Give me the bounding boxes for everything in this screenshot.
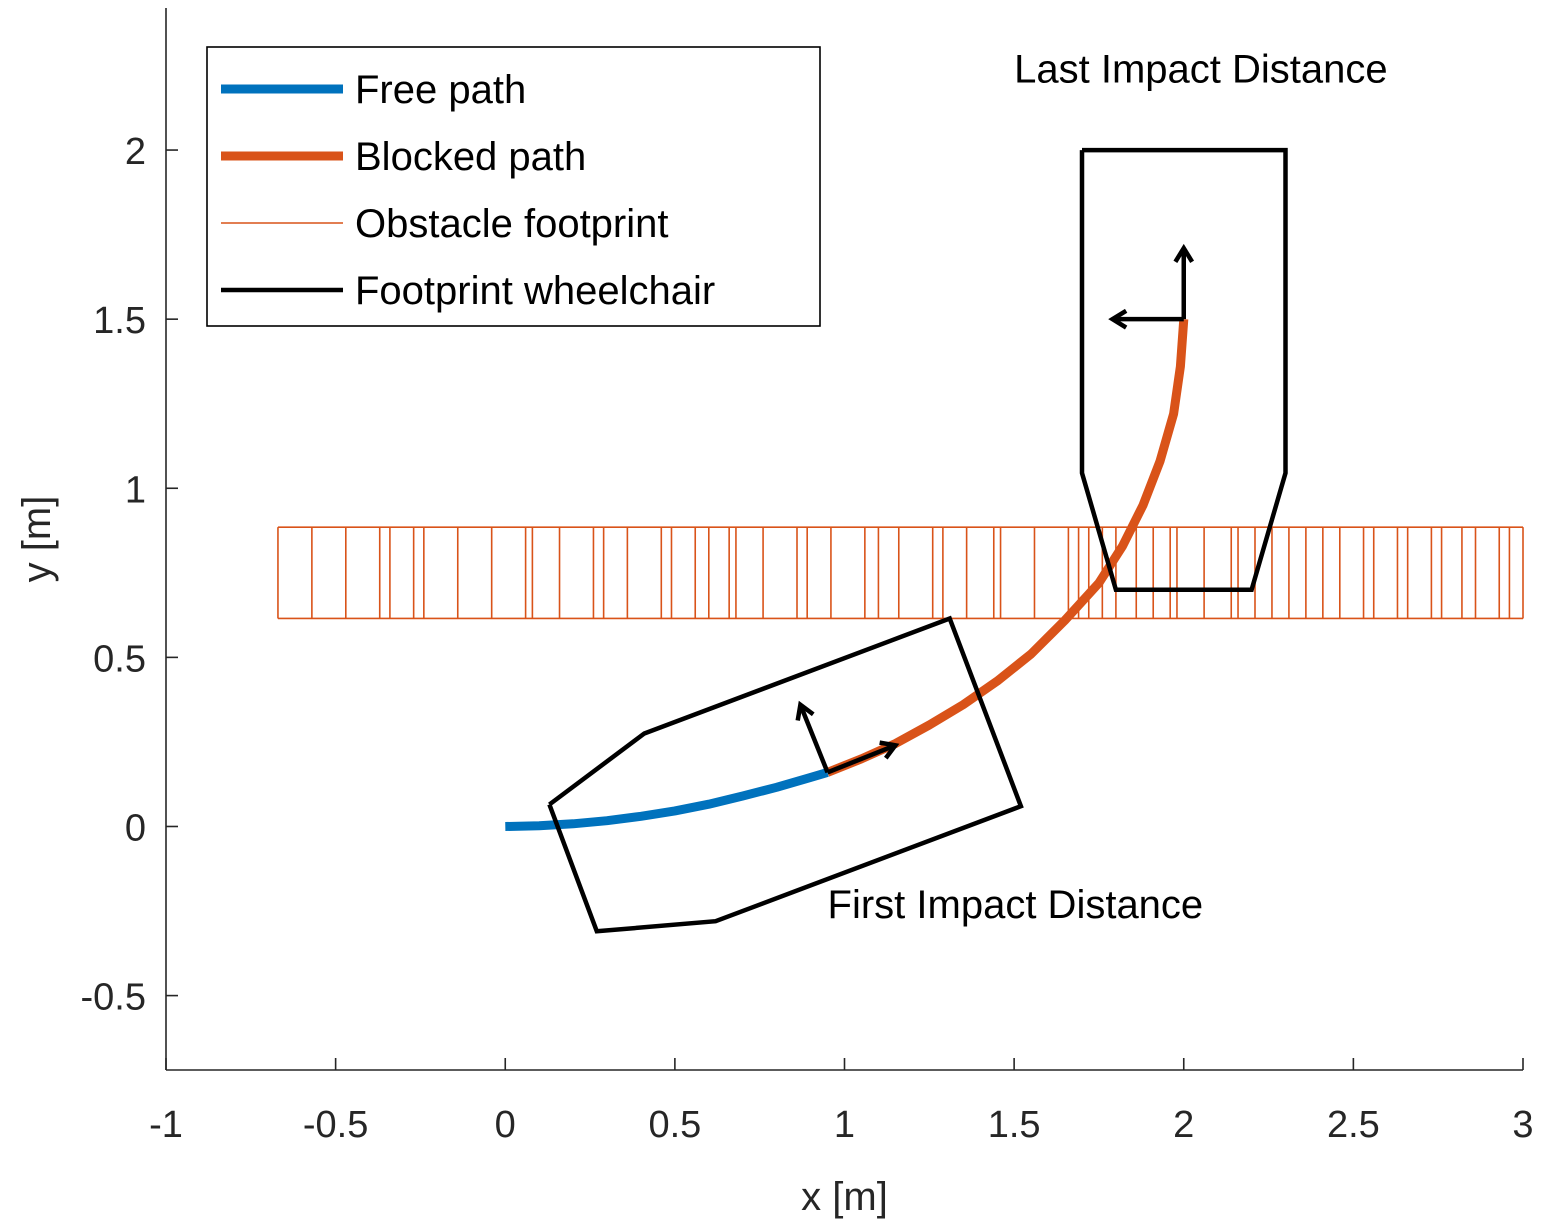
y-axis-label: y [m]: [15, 496, 59, 583]
wheelchair-footprint-1: [547, 615, 1024, 934]
x-tick-label: 2: [1173, 1104, 1194, 1146]
pose-arrow-shaft: [798, 703, 830, 774]
legend: Free path Blocked path Obstacle footprint F…: [206, 46, 821, 327]
wheelchair-footprints: [547, 147, 1288, 934]
legend-label: Obstacle footprint: [355, 202, 669, 246]
annotation-label: First Impact Distance: [828, 883, 1204, 927]
legend-label: Blocked path: [355, 135, 586, 179]
x-tick-label: 1.5: [988, 1104, 1041, 1146]
x-tick-label: -1: [149, 1104, 183, 1146]
x-tick-label: 0.5: [648, 1104, 701, 1146]
x-tick-label: 3: [1512, 1104, 1533, 1146]
pose-arrow-head: [879, 740, 900, 760]
legend-label: Footprint wheelchair: [355, 269, 715, 313]
x-axis-label: x [m]: [801, 1175, 888, 1219]
x-tick-label: -0.5: [303, 1104, 368, 1146]
path-series: [505, 318, 1189, 831]
y-tick-label: 1.5: [93, 300, 146, 342]
free-path-line: [505, 768, 829, 831]
y-tick-label: -0.5: [81, 977, 146, 1019]
pose-arrow-head: [1108, 308, 1128, 330]
y-tick-label: 2: [125, 131, 146, 173]
obstacle-footprint: [277, 526, 1524, 620]
wheelchair-footprint-2: [1079, 147, 1288, 592]
x-tick-label: 1: [834, 1104, 855, 1146]
legend-label: Free path: [355, 68, 526, 112]
x-tick-label: 2.5: [1327, 1104, 1380, 1146]
blocked-path-line: [825, 318, 1189, 777]
y-tick-label: 0: [125, 807, 146, 849]
pose-arrow-head: [1173, 243, 1195, 263]
pose-arrow-head: [795, 700, 815, 721]
annotation-label: Last Impact Distance: [1014, 47, 1388, 91]
pose-arrow-shaft: [826, 743, 897, 775]
y-tick-label: 1: [125, 469, 146, 511]
x-tick-label: 0: [495, 1104, 516, 1146]
annotations: Last Impact Distance First Impact Distanc…: [828, 47, 1388, 926]
y-tick-label: 0.5: [93, 638, 146, 680]
axes: -1 -0.5 0 0.5 1 1.5 2 2.5 3 -0.5 0 0.5 1 1.5 2 x [m] y […: [15, 8, 1534, 1219]
